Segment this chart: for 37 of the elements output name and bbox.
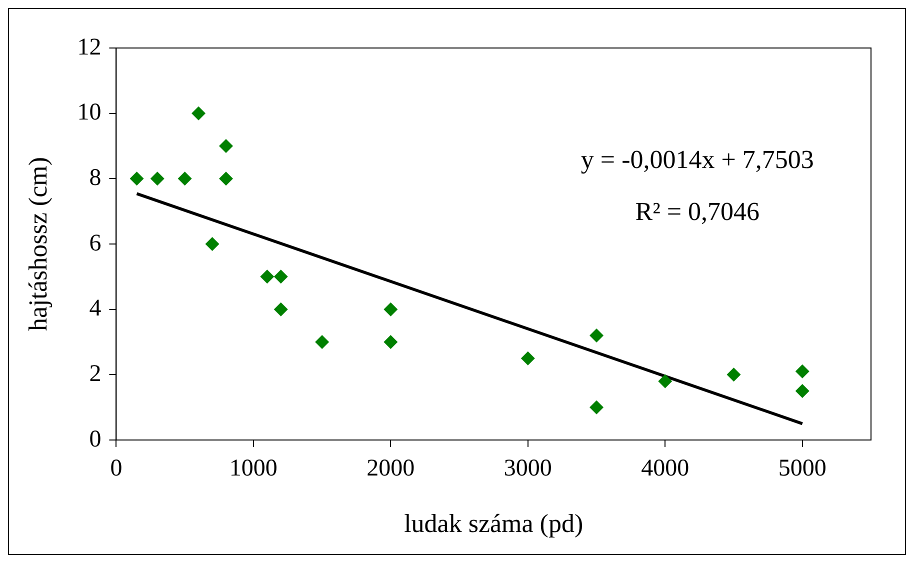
point [726, 368, 741, 382]
x-tick-label: 5000 [778, 456, 826, 482]
point [178, 172, 192, 186]
y-tick-label: 10 [77, 100, 102, 126]
point [274, 302, 288, 316]
x-tick-label: 3000 [504, 456, 552, 482]
y-tick-label: 0 [89, 426, 102, 452]
point [192, 106, 206, 120]
annotation: y = -0,0014x + 7,7503 [580, 145, 814, 174]
point [150, 172, 164, 186]
x-tick-label: 1000 [229, 456, 278, 482]
x-axis-title: ludak száma (pd) [404, 509, 584, 538]
point [260, 270, 274, 284]
point [590, 400, 604, 414]
point [520, 351, 535, 366]
point [274, 270, 288, 284]
point [384, 302, 398, 316]
x-tick-label: 0 [110, 456, 122, 482]
y-tick-label: 8 [89, 164, 102, 191]
point [315, 335, 330, 349]
point [795, 384, 810, 398]
y-tick-label: 2 [89, 360, 102, 387]
point [130, 172, 144, 186]
annotation: R² = 0,7046 [635, 197, 760, 226]
x-tick-label: 2000 [366, 456, 415, 482]
y-tick-label: 4 [89, 296, 102, 322]
point [658, 374, 672, 388]
y-tick-label: 12 [77, 34, 102, 60]
point [218, 139, 233, 153]
x-tick-label: 4000 [641, 456, 690, 482]
point [205, 237, 220, 251]
y-tick-label: 6 [89, 230, 102, 256]
point [384, 335, 398, 349]
y-axis-title: hajtáshossz (cm) [23, 156, 52, 332]
point [218, 172, 233, 186]
point [590, 328, 604, 342]
point [795, 364, 810, 378]
